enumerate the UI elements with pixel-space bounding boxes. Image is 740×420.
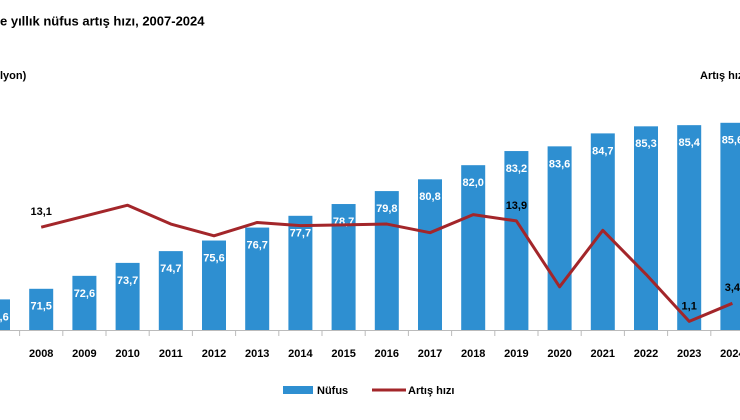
bar-value-label: 80,8 bbox=[419, 191, 440, 203]
legend-swatch bbox=[283, 386, 313, 394]
x-tick-label: 2023 bbox=[677, 348, 701, 360]
y2-axis-label: Artış hızı bbox=[700, 70, 740, 82]
x-tick-label: 2013 bbox=[245, 348, 269, 360]
line-value-label: 13,1 bbox=[30, 206, 51, 218]
bar bbox=[0, 299, 10, 330]
legend-label: Artış hızı bbox=[408, 385, 454, 397]
bar bbox=[418, 179, 442, 330]
x-tick-label: 2008 bbox=[29, 348, 53, 360]
line bbox=[40, 203, 733, 323]
bar-value-label: 77,7 bbox=[290, 228, 311, 240]
bar-value-label: 71,5 bbox=[30, 301, 51, 313]
x-tick-label: 2011 bbox=[159, 348, 183, 360]
x-tick-label: 2016 bbox=[375, 348, 399, 360]
bar bbox=[634, 126, 658, 330]
bar-value-label: 85,3 bbox=[635, 138, 656, 150]
legend-label: Nüfus bbox=[317, 385, 348, 397]
bar-value-label: 82,0 bbox=[462, 177, 483, 189]
bar-value-label: 85,6 bbox=[722, 135, 740, 147]
x-tick-label: 2014 bbox=[288, 348, 313, 360]
x-tick-label: 2022 bbox=[634, 348, 658, 360]
x-tick-label: 2020 bbox=[547, 348, 571, 360]
bar-value-label: 83,6 bbox=[549, 158, 570, 170]
bar bbox=[288, 215, 313, 330]
bar-value-label: 85,4 bbox=[678, 137, 700, 149]
x-tick-label: 2009 bbox=[72, 348, 96, 360]
bar-value-label: 84,7 bbox=[592, 145, 613, 157]
x-tick-label: 2010 bbox=[115, 348, 139, 360]
bar bbox=[245, 227, 270, 330]
bar bbox=[72, 275, 97, 330]
x-tick-label: 2019 bbox=[504, 348, 528, 360]
bar bbox=[547, 146, 572, 330]
x-tick-label: 2021 bbox=[591, 348, 615, 360]
x-tick-label: 2017 bbox=[418, 348, 442, 360]
line-value-label: 1,1 bbox=[682, 300, 697, 312]
bar bbox=[115, 262, 140, 330]
bar bbox=[461, 165, 486, 330]
line-value-label: 13,9 bbox=[506, 200, 527, 212]
bar-value-label: 75,6 bbox=[203, 252, 224, 264]
bar bbox=[158, 251, 183, 330]
bar-value-label: 76,7 bbox=[246, 239, 267, 251]
bar bbox=[374, 191, 399, 330]
x-tick-label: 2024 bbox=[720, 348, 740, 360]
line-value-label: 3,4 bbox=[725, 282, 740, 294]
bar-value-label: 72,6 bbox=[74, 288, 95, 300]
chart-title: e yıllık nüfus artış hızı, 2007-2024 bbox=[0, 13, 205, 28]
bar bbox=[677, 125, 702, 331]
x-tick-label: 2012 bbox=[202, 348, 226, 360]
bar bbox=[720, 122, 740, 330]
x-tick-label: 2015 bbox=[331, 348, 355, 360]
bar-value-label: 83,2 bbox=[506, 163, 527, 175]
bar-value-label: 73,7 bbox=[117, 275, 138, 287]
bar-value-label: 79,8 bbox=[376, 203, 397, 215]
y-axis-label: lyon) bbox=[0, 70, 27, 82]
bar bbox=[504, 151, 529, 330]
x-tick-label: 2018 bbox=[461, 348, 485, 360]
bar bbox=[29, 288, 54, 330]
bar bbox=[202, 240, 226, 330]
bar-value-label: 70,6 bbox=[0, 311, 9, 323]
bar-value-label: 74,7 bbox=[160, 263, 181, 275]
